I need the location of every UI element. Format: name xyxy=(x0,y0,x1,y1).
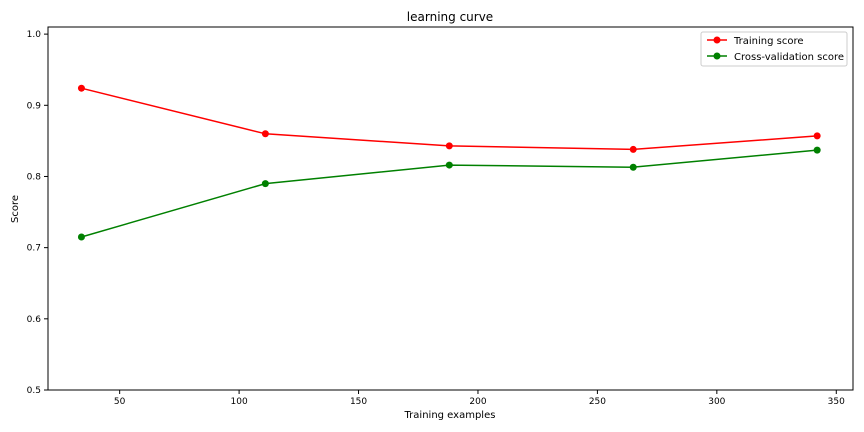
x-tick-label: 50 xyxy=(114,397,126,407)
y-axis-label: Score xyxy=(10,195,21,223)
x-tick-label: 350 xyxy=(828,397,845,407)
data-point xyxy=(445,142,453,150)
legend-marker-training xyxy=(713,36,721,44)
legend-label-cross-validation: Cross-validation score xyxy=(734,52,844,63)
data-point xyxy=(813,146,821,154)
data-point xyxy=(77,233,85,241)
x-axis-label: Training examples xyxy=(404,410,496,421)
y-tick-label: 0.7 xyxy=(27,244,41,254)
x-tick-label: 100 xyxy=(231,397,248,407)
data-point xyxy=(813,132,821,140)
y-tick-label: 0.8 xyxy=(27,172,42,182)
y-tick-label: 1.0 xyxy=(27,30,42,40)
data-point xyxy=(261,180,269,188)
x-tick-label: 150 xyxy=(350,397,367,407)
chart-title: learning curve xyxy=(407,10,493,24)
legend-marker-cross-validation xyxy=(713,52,721,60)
legend: Training score Cross-validation score xyxy=(700,31,848,67)
plot-area xyxy=(47,26,854,391)
legend-box xyxy=(700,31,848,67)
data-point xyxy=(77,84,85,92)
x-tick-label: 250 xyxy=(589,397,606,407)
y-tick-label: 0.5 xyxy=(27,386,41,396)
legend-label-training: Training score xyxy=(733,36,804,47)
x-tick-label: 200 xyxy=(469,397,486,407)
x-axis-ticks: 50 100 150 200 250 300 350 xyxy=(114,390,845,407)
series-layer xyxy=(77,84,821,241)
data-point xyxy=(629,163,637,171)
y-tick-label: 0.9 xyxy=(27,101,42,111)
y-axis-ticks: 0.5 0.6 0.7 0.8 0.9 1.0 xyxy=(27,30,48,396)
data-point xyxy=(261,130,269,138)
x-tick-label: 300 xyxy=(708,397,725,407)
data-point xyxy=(629,145,637,153)
data-point xyxy=(445,161,453,169)
y-tick-label: 0.6 xyxy=(27,315,42,325)
